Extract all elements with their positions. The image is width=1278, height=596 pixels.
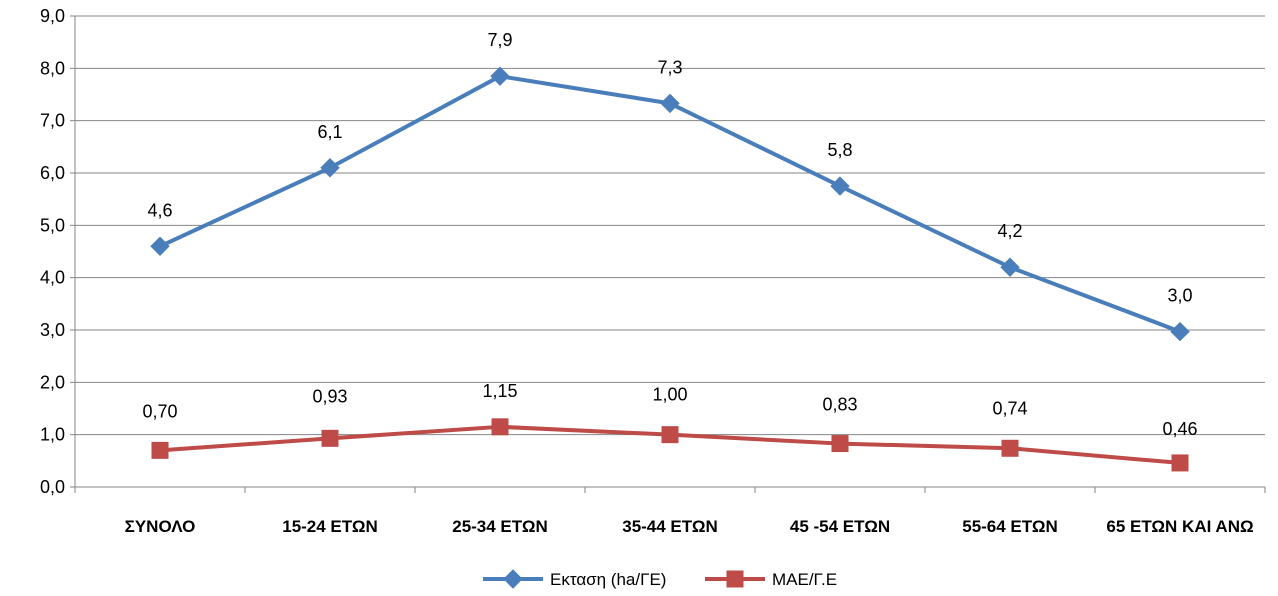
data-label: 7,3 [657, 57, 682, 77]
data-point [490, 66, 510, 86]
data-point [1000, 257, 1020, 277]
series [150, 66, 1190, 472]
y-tick-label: 5,0 [40, 215, 65, 235]
legend-marker-1 [503, 569, 523, 589]
legend-label-2: ΜΑΕ/Γ.Ε [772, 570, 837, 589]
data-point [661, 426, 679, 444]
data-label: 5,8 [827, 140, 852, 160]
data-label: 7,9 [487, 30, 512, 50]
x-tick-label: 15-24 ΕΤΩΝ [282, 517, 378, 536]
data-label: 0,93 [312, 386, 347, 406]
y-tick-label: 0,0 [40, 477, 65, 497]
x-tick-label: 25-34 ΕΤΩΝ [452, 517, 548, 536]
x-tick-label: 65 ΕΤΩΝ ΚΑΙ ΑΝΩ [1106, 517, 1253, 536]
legend-marker-2 [726, 570, 744, 588]
data-point [491, 418, 509, 436]
data-label: 0,70 [142, 401, 177, 421]
data-point [320, 158, 340, 178]
data-point [1001, 439, 1019, 457]
data-point [151, 441, 169, 459]
data-point [1171, 454, 1189, 472]
series-line-1 [159, 74, 1181, 334]
y-tick-label: 8,0 [40, 58, 65, 78]
axes: 0,0 1,0 2,0 3,0 4,0 5,0 6,0 7,0 8,0 9,0 ΣΥΝΟΛΟ 15-2… [40, 6, 1266, 536]
data-point [831, 435, 849, 453]
data-label: 0,83 [822, 395, 857, 415]
data-label: 1,15 [482, 381, 517, 401]
gridlines [75, 15, 1265, 436]
y-tick-label: 7,0 [40, 111, 65, 131]
x-tick-label: ΣΥΝΟΛΟ [125, 517, 196, 536]
data-label: 4,6 [147, 200, 172, 220]
y-tick-label: 2,0 [40, 372, 65, 392]
y-tick-label: 6,0 [40, 163, 65, 183]
data-point [830, 176, 850, 196]
data-label: 0,74 [992, 398, 1027, 418]
data-point [150, 236, 170, 256]
data-label: 3,0 [1167, 286, 1192, 306]
data-label: 0,46 [1162, 419, 1197, 439]
data-point [321, 429, 339, 447]
x-tick-label: 55-64 ΕΤΩΝ [962, 517, 1058, 536]
data-label: 6,1 [317, 122, 342, 142]
data-point [660, 93, 680, 114]
data-label: 1,00 [652, 385, 687, 405]
y-tick-label: 4,0 [40, 268, 65, 288]
y-tick-label: 1,0 [40, 425, 65, 445]
x-tick-label: 45 -54 ΕΤΩΝ [790, 517, 890, 536]
data-labels: 4,6 6,1 7,9 7,3 5,8 4,2 3,0 0,70 0,93 1,15 1,00 0,8… [142, 30, 1197, 439]
y-tick-label: 9,0 [40, 6, 65, 26]
data-point [1170, 321, 1190, 342]
data-label: 4,2 [997, 221, 1022, 241]
y-tick-label: 3,0 [40, 320, 65, 340]
legend: Εκταση (ha/ΓΕ) ΜΑΕ/Γ.Ε [483, 569, 837, 589]
legend-label-1: Εκταση (ha/ΓΕ) [550, 570, 666, 589]
x-tick-label: 35-44 ΕΤΩΝ [622, 517, 718, 536]
